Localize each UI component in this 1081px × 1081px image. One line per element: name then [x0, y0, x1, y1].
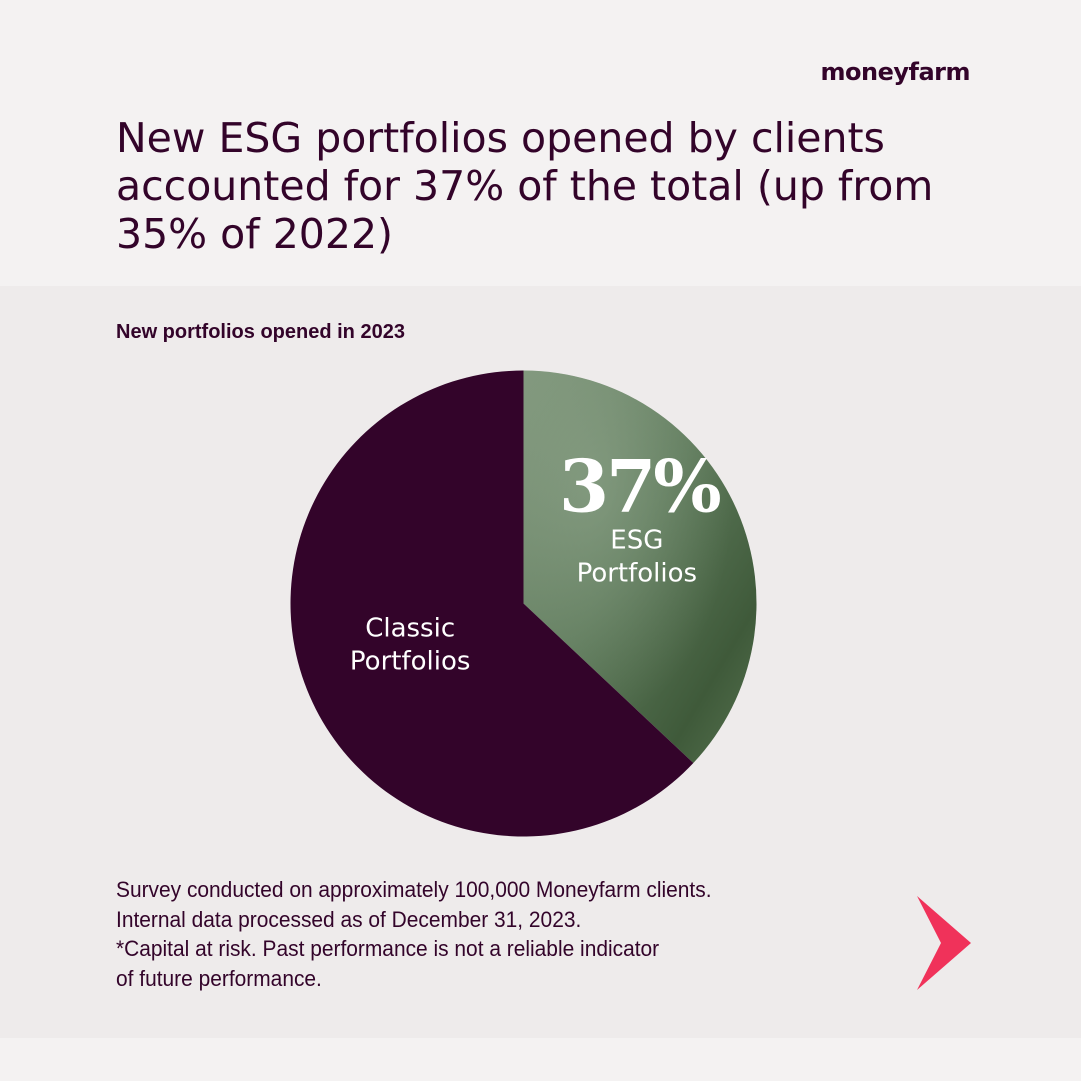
footnote-line: of future performance.: [116, 965, 322, 991]
footnotes: Survey conducted on approximately 100,00…: [116, 875, 816, 993]
pie-slice-texture: [523, 370, 757, 763]
pie-slice-classic-portfolios: [290, 370, 694, 837]
slice-label-esg-portfolios: Portfolios: [577, 558, 698, 588]
brand-logo: moneyfarm: [820, 58, 971, 86]
footnote-line: Internal data processed as of December 3…: [116, 906, 582, 932]
next-chevron-button[interactable]: [915, 896, 971, 990]
footnote-line: Survey conducted on approximately 100,00…: [116, 877, 712, 902]
pie-chart: 37% ESG Portfolios Classic Portfolios: [290, 370, 757, 837]
page-headline: New ESG portfolios opened by clients acc…: [116, 114, 934, 258]
footnote-line: *Capital at risk. Past performance is no…: [116, 936, 660, 961]
footer-strip: [0, 1038, 1081, 1081]
slice-label-classic-portfolios: Classic: [365, 614, 455, 644]
data-label-percent: 37%: [559, 443, 720, 528]
slice-label-classic-portfolios: Portfolios: [350, 647, 471, 677]
chart-title: New portfolios opened in 2023: [116, 321, 405, 343]
slice-label-esg-portfolios: ESG: [610, 525, 663, 555]
chevron-right-icon: [917, 896, 971, 990]
